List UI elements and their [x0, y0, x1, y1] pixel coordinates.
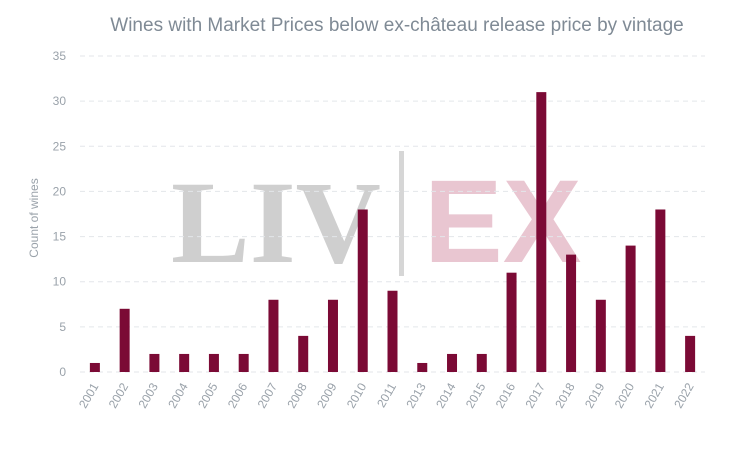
x-tick-label: 2009 [314, 380, 340, 410]
y-tick-label: 0 [59, 365, 66, 379]
x-tick-label: 2013 [403, 380, 429, 410]
x-tick-label: 2019 [582, 380, 608, 410]
x-tick-label: 2002 [106, 380, 132, 410]
x-tick-label: 2010 [344, 380, 370, 410]
bar-2007[interactable] [268, 299, 279, 372]
bar-2017[interactable] [536, 92, 547, 372]
bar-2005[interactable] [208, 353, 219, 372]
x-tick-label: 2003 [136, 380, 162, 410]
y-tick-label: 20 [53, 184, 67, 198]
watermark-ex: EX [424, 156, 581, 288]
bar-2013[interactable] [417, 362, 428, 372]
bar-2001[interactable] [89, 362, 100, 372]
x-tick-label: 2022 [671, 380, 697, 410]
bars [89, 92, 696, 372]
y-tick-label: 10 [53, 275, 67, 289]
x-tick-label: 2020 [612, 380, 638, 410]
x-tick-label: 2004 [165, 380, 191, 410]
x-tick-label: 2005 [195, 380, 221, 410]
chart-title: Wines with Market Prices below ex-châtea… [110, 15, 683, 36]
y-axis-title: Count of wines [27, 178, 41, 257]
y-axis-ticks: 0 5 10 15 20 25 30 35 [53, 49, 67, 379]
x-tick-label: 2017 [522, 380, 548, 410]
bar-2006[interactable] [238, 353, 249, 372]
x-tick-label: 2008 [284, 380, 310, 410]
x-tick-label: 2007 [255, 380, 281, 410]
bar-2008[interactable] [298, 335, 309, 372]
bar-2019[interactable] [595, 299, 606, 372]
x-axis-ticks: 2001 2002 2003 2004 2005 2006 2007 2008 2009 2010… [76, 380, 697, 410]
bar-2003[interactable] [149, 353, 160, 372]
y-tick-label: 25 [53, 139, 67, 153]
bar-2002[interactable] [119, 308, 130, 372]
x-tick-label: 2018 [552, 380, 578, 410]
y-tick-label: 5 [59, 320, 66, 334]
y-tick-label: 35 [53, 49, 67, 63]
x-tick-label: 2015 [463, 380, 489, 410]
bar-2009[interactable] [327, 299, 338, 372]
bar-2004[interactable] [179, 353, 190, 372]
bar-2022[interactable] [685, 335, 696, 372]
x-tick-label: 2001 [76, 380, 102, 410]
bar-2010[interactable] [357, 209, 368, 372]
x-tick-label: 2014 [433, 380, 459, 410]
watermark: LIV EX [171, 151, 581, 288]
y-tick-label: 30 [53, 94, 67, 108]
bar-2018[interactable] [566, 254, 577, 372]
bar-2014[interactable] [447, 353, 458, 372]
bar-2021[interactable] [655, 209, 666, 372]
x-tick-label: 2011 [374, 380, 399, 410]
x-tick-label: 2016 [493, 380, 519, 410]
watermark-divider [399, 151, 404, 276]
x-tick-label: 2006 [225, 380, 251, 410]
x-tick-label: 2021 [641, 380, 667, 410]
bar-2016[interactable] [506, 272, 517, 372]
watermark-liv: LIV [171, 157, 381, 288]
y-tick-label: 15 [53, 230, 67, 244]
bar-2011[interactable] [387, 290, 398, 372]
bar-2015[interactable] [476, 353, 487, 372]
bar-2020[interactable] [625, 245, 636, 372]
